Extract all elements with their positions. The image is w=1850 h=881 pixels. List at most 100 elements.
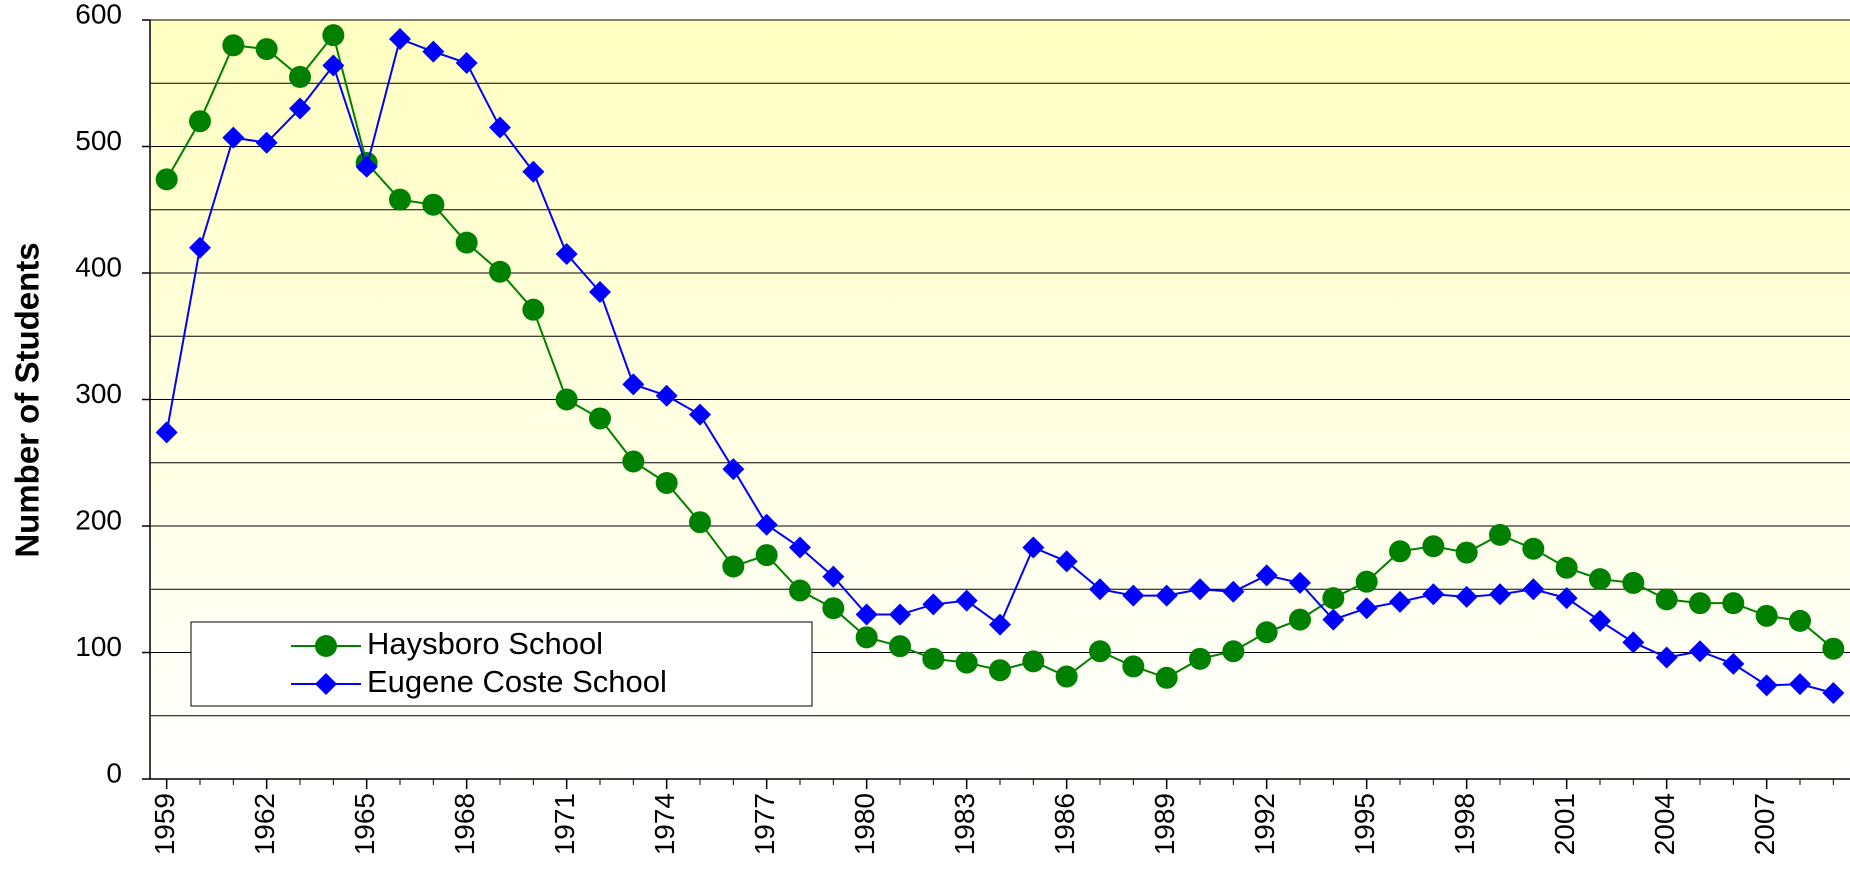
- data-point: [322, 54, 345, 77]
- data-point: [1322, 587, 1345, 610]
- data-point: [255, 131, 278, 154]
- data-point: [1622, 631, 1645, 654]
- data-point: [655, 471, 678, 494]
- data-point: [989, 613, 1011, 636]
- data-point: [189, 110, 211, 133]
- data-point: [1422, 583, 1445, 606]
- data-point: [1689, 592, 1711, 615]
- data-point: [822, 597, 845, 620]
- x-tick-label: 1983: [949, 793, 980, 855]
- data-point: [1522, 578, 1545, 601]
- data-point: [522, 160, 545, 183]
- data-point: [389, 188, 411, 211]
- legend-label: Haysboro School: [367, 626, 603, 661]
- data-point: [1255, 621, 1278, 644]
- data-point: [322, 24, 345, 47]
- x-tick-label: 1986: [1049, 793, 1080, 855]
- data-point: [222, 34, 245, 57]
- data-point: [889, 603, 911, 626]
- data-point: [1755, 604, 1778, 627]
- data-point: [1589, 609, 1611, 632]
- data-point: [1722, 652, 1745, 675]
- data-point: [755, 544, 778, 567]
- data-point: [255, 38, 278, 61]
- x-tick-label: 1992: [1249, 793, 1280, 855]
- data-point: [555, 243, 578, 266]
- data-point: [1155, 584, 1178, 607]
- data-point: [955, 589, 978, 612]
- x-tick-label: 1980: [849, 793, 880, 855]
- data-point: [1622, 571, 1645, 594]
- data-point: [955, 651, 978, 674]
- data-point: [1555, 556, 1578, 579]
- x-tick-label: 2007: [1749, 793, 1780, 855]
- data-point: [1322, 608, 1345, 631]
- data-point: [922, 593, 945, 616]
- data-point: [1455, 541, 1478, 564]
- data-point: [1089, 640, 1111, 663]
- data-point: [289, 97, 311, 120]
- x-tick-label: 1998: [1449, 793, 1480, 855]
- data-point: [689, 511, 711, 534]
- data-point: [589, 280, 611, 303]
- legend-box: [190, 621, 813, 707]
- data-point: [422, 193, 445, 216]
- data-point: [455, 231, 478, 254]
- data-point: [522, 298, 545, 321]
- y-tick-label: 200: [75, 504, 122, 535]
- x-tick-label: 1995: [1349, 793, 1380, 855]
- data-point: [622, 373, 645, 396]
- data-point: [1655, 588, 1678, 611]
- data-point: [1355, 570, 1378, 593]
- data-point: [1289, 571, 1311, 594]
- data-point: [1789, 673, 1811, 696]
- data-point: [622, 450, 645, 473]
- data-point: [589, 407, 611, 430]
- data-point: [1389, 540, 1411, 563]
- data-point: [1655, 646, 1678, 669]
- y-tick-label: 0: [106, 757, 122, 788]
- data-point: [1822, 681, 1845, 704]
- data-point: [355, 155, 378, 178]
- data-point: [1055, 665, 1078, 688]
- data-point: [189, 236, 211, 259]
- x-tick-label: 1959: [149, 793, 180, 855]
- y-tick-label: 500: [75, 125, 122, 156]
- data-point: [755, 513, 778, 536]
- data-point: [155, 168, 178, 191]
- x-tick-label: 1971: [549, 793, 580, 855]
- data-point: [689, 403, 711, 426]
- data-point: [1389, 590, 1411, 613]
- data-point: [722, 555, 745, 578]
- data-point: [1122, 584, 1145, 607]
- x-tick-label: 1974: [649, 793, 680, 855]
- data-point: [389, 27, 411, 50]
- data-point: [1022, 536, 1045, 559]
- data-point: [222, 126, 245, 149]
- y-axis-label: Number of Students: [9, 242, 46, 557]
- data-point: [1822, 637, 1845, 660]
- data-point: [1755, 674, 1778, 697]
- data-point: [155, 421, 178, 444]
- data-point: [1289, 608, 1311, 631]
- data-point: [1522, 537, 1545, 560]
- data-point: [1189, 578, 1211, 601]
- data-point: [989, 659, 1011, 682]
- data-point: [1689, 640, 1711, 663]
- data-point: [1022, 650, 1045, 673]
- data-point: [1555, 587, 1578, 610]
- data-point: [1422, 535, 1445, 558]
- data-point: [822, 565, 845, 588]
- x-tick-label: 1968: [449, 793, 480, 855]
- legend-marker: [315, 635, 337, 657]
- data-point: [1122, 655, 1145, 678]
- data-point: [855, 626, 878, 649]
- data-point: [1489, 523, 1511, 546]
- x-tick-label: 2004: [1649, 793, 1680, 855]
- data-point: [489, 116, 511, 139]
- data-point: [1155, 666, 1178, 689]
- data-point: [855, 603, 878, 626]
- data-point: [1355, 597, 1378, 620]
- x-tick-label: 1965: [349, 793, 380, 855]
